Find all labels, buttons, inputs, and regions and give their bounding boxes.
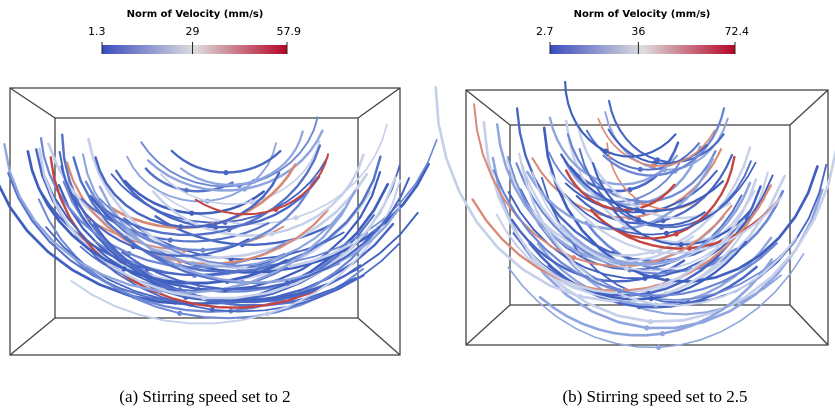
- arrow-head: [673, 231, 679, 237]
- arrow-head: [239, 279, 245, 285]
- arrow-head: [634, 207, 640, 213]
- arrow-head: [678, 242, 684, 248]
- colorbar: [102, 45, 287, 54]
- arrow-head: [657, 250, 664, 256]
- arrow-head: [663, 230, 670, 236]
- arrow-head: [663, 259, 669, 265]
- arrow-head: [634, 198, 640, 204]
- arrow-head: [656, 344, 662, 350]
- arrow-head: [650, 163, 657, 169]
- colorbar-title: Norm of Velocity (mm/s): [574, 9, 711, 20]
- arrow-head: [660, 218, 666, 224]
- arrow-head: [659, 331, 666, 337]
- arrow-head: [241, 186, 248, 192]
- streamline: [179, 130, 304, 186]
- streamline: [0, 182, 390, 306]
- arrow-head: [226, 226, 232, 233]
- arrow-head: [213, 224, 219, 230]
- colorbar: [550, 45, 735, 54]
- arrow-head: [224, 269, 230, 275]
- arrow-head: [251, 178, 257, 184]
- arrow-head: [636, 217, 642, 223]
- arrow-head: [200, 247, 206, 253]
- arrow-head: [264, 311, 271, 317]
- arrow-head: [637, 166, 643, 172]
- colorbar-tick-label: 72.4: [725, 25, 750, 38]
- arrow-head: [249, 199, 255, 205]
- arrow-head: [642, 275, 648, 281]
- arrow-head: [658, 282, 664, 289]
- arrow-head: [121, 266, 127, 272]
- caption: (a) Stirring speed set to 2: [119, 387, 290, 406]
- arrow-head: [130, 244, 136, 250]
- arrow-head: [178, 224, 184, 230]
- arrow-head: [183, 187, 189, 193]
- arrow-head: [189, 210, 195, 216]
- caption: (b) Stirring speed set to 2.5: [562, 387, 747, 406]
- arrow-head: [603, 148, 609, 154]
- colorbar-tick-label: 1.3: [88, 25, 106, 38]
- arrow-head: [273, 206, 279, 212]
- arrow-head: [284, 280, 290, 286]
- colorbar-tick-label: 57.9: [277, 25, 302, 38]
- streamline: [146, 129, 324, 192]
- colorbar-tick-label: 29: [186, 25, 200, 38]
- arrow-head: [624, 265, 630, 271]
- colorbar-tick-label: 36: [631, 25, 645, 38]
- arrow-head: [632, 297, 638, 303]
- arrow-head: [293, 215, 299, 221]
- arrow-head: [617, 288, 623, 294]
- arrow-head: [627, 187, 633, 193]
- arrow-head: [672, 168, 678, 174]
- arrow-head: [167, 237, 173, 243]
- arrow-head: [190, 261, 196, 267]
- arrow-head: [571, 255, 577, 261]
- streamlines-a: [0, 116, 438, 325]
- arrow-head: [201, 295, 207, 301]
- arrow-head: [269, 231, 275, 237]
- colorbar-title: Norm of Velocity (mm/s): [127, 9, 264, 20]
- arrow-head: [648, 295, 654, 302]
- streamlines-b: [434, 80, 835, 350]
- arrow-head: [582, 252, 588, 258]
- colorbar-tick-label: 2.7: [536, 25, 554, 38]
- arrow-head: [644, 325, 650, 331]
- arrow-head: [209, 307, 215, 313]
- arrow-head: [223, 170, 229, 176]
- arrow-head: [647, 319, 654, 325]
- arrow-head: [177, 310, 183, 316]
